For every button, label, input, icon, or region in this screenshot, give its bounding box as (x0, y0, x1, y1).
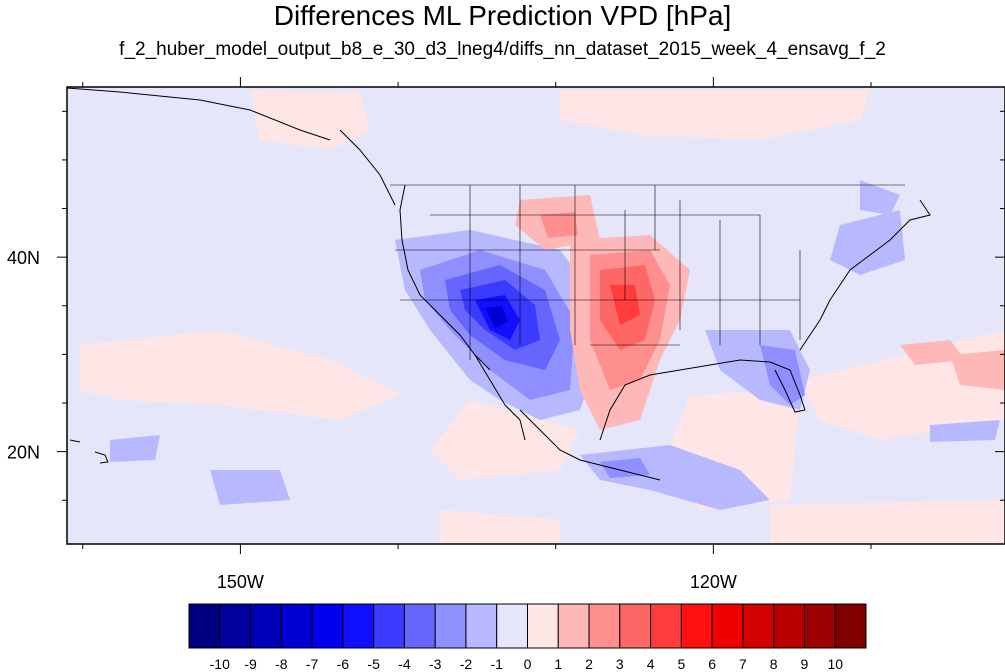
colorbar-label: -2 (460, 656, 473, 672)
colorbar-label: -9 (244, 656, 257, 672)
colorbar-label: -7 (306, 656, 319, 672)
mexico-pacific-coast (519, 409, 661, 481)
chart-title: Differences ML Prediction VPD [hPa] (273, 0, 732, 31)
anomaly-patch (600, 458, 650, 478)
colorbar-swatch (434, 603, 467, 649)
east-coast (799, 199, 931, 351)
colorbar-label: 1 (554, 656, 562, 672)
colorbar-label: 9 (801, 656, 809, 672)
anomaly-patch (860, 180, 900, 215)
colorbar-label: 10 (827, 656, 843, 672)
colorbar-label: 4 (647, 656, 655, 672)
gulf-coast (599, 359, 771, 441)
anomaly-patch (440, 510, 560, 544)
colorbar-label: 7 (739, 656, 747, 672)
alaska-coast (66, 87, 331, 141)
colorbar-swatch (650, 603, 682, 649)
hawaii (69, 439, 109, 464)
colorbar-swatch (219, 603, 252, 649)
axis-ticks (57, 77, 1005, 554)
colorbar-label: 0 (524, 656, 532, 672)
colorbar-label: 2 (585, 656, 593, 672)
anomaly-patch (485, 306, 508, 328)
canada-coast (339, 129, 396, 206)
colorbar-label: 3 (616, 656, 624, 672)
colorbar-swatch (250, 603, 282, 649)
colorbar-swatch (342, 603, 375, 649)
anomaly-patch (210, 470, 290, 505)
colorbar-swatch (465, 603, 498, 649)
colorbar-label: -4 (398, 656, 411, 672)
colorbar-label: -1 (491, 656, 504, 672)
colorbar-swatch (619, 603, 652, 649)
colorbar-swatch (680, 603, 713, 649)
anomaly-patch (110, 435, 160, 462)
colorbar-label: 8 (770, 656, 778, 672)
anomaly-patch (950, 350, 1005, 390)
anomaly-patch (540, 212, 578, 238)
anomaly-patch (760, 345, 805, 405)
colorbar-swatch (311, 603, 344, 649)
colorbar-swatch (588, 603, 621, 649)
lon-label: 150W (217, 572, 264, 592)
lon-label: 120W (690, 572, 737, 592)
colorbar-label: 5 (677, 656, 685, 672)
florida-coast (769, 361, 806, 413)
anomaly-patch (250, 90, 370, 150)
colorbar-swatch (373, 603, 405, 649)
colorbar-label: 6 (708, 656, 716, 672)
colorbar-label: -3 (429, 656, 442, 672)
colorbar-swatch (803, 603, 836, 649)
colorbar: -10 -9 -8 -7 -6 -5 -4 -3 -2 -1 0 1 2 3 4 5 6 7 8 9 10 (188, 603, 867, 672)
plot-frame (66, 86, 1005, 545)
anomaly-field (80, 90, 1005, 544)
anomaly-patch (930, 420, 1000, 442)
axis-labels: 150W120W90W40N20N (7, 248, 737, 592)
anomaly-patch (900, 340, 965, 365)
lat-label: 20N (7, 443, 40, 463)
state-borders (390, 184, 905, 360)
colorbar-swatch (188, 603, 221, 649)
anomaly-patch (770, 500, 1005, 544)
anomaly-patch (80, 330, 400, 420)
colorbar-swatch (527, 603, 559, 649)
anomaly-patch (430, 400, 580, 480)
anomaly-patch (830, 210, 905, 275)
colorbar-swatch (711, 603, 744, 649)
colorbar-swatch (403, 603, 436, 649)
anomaly-patch (560, 90, 870, 140)
colorbar-label: -8 (275, 656, 288, 672)
baja-coast (474, 354, 526, 441)
colorbar-swatch (773, 603, 805, 649)
colorbar-swatch (280, 603, 313, 649)
colorbar-swatch (557, 603, 590, 649)
colorbar-swatch (742, 603, 775, 649)
colorbar-label: -10 (210, 656, 230, 672)
colorbar-swatch (834, 603, 867, 649)
colorbar-label: -5 (367, 656, 380, 672)
coastline-outline (66, 87, 931, 481)
colorbar-label: -6 (337, 656, 350, 672)
chart-subtitle: f_2_huber_model_output_b8_e_30_d3_lneg4/… (119, 39, 886, 60)
anomaly-patch (610, 285, 640, 325)
lat-label: 40N (7, 248, 40, 268)
colorbar-swatch (496, 603, 528, 649)
